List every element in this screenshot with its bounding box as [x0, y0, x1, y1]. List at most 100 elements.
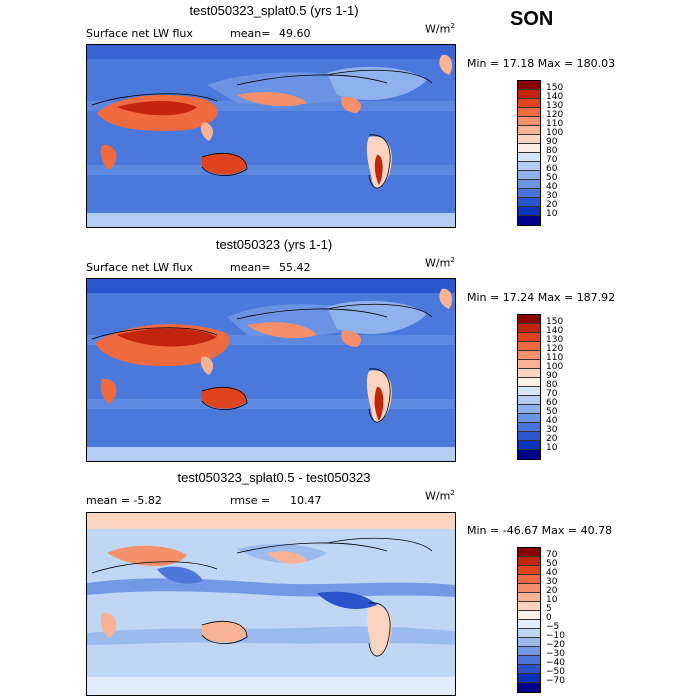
colorbar-tick-label: 70 — [546, 155, 558, 165]
colorbar-tick-label: 50 — [546, 559, 558, 569]
colorbar-swatch — [518, 207, 540, 216]
colorbar-swatch — [518, 405, 540, 414]
colorbar-tick-label: 120 — [546, 344, 564, 354]
colorbar-tick-label: 90 — [546, 371, 558, 381]
colorbar-tick-label: 50 — [546, 407, 558, 417]
colorbar-swatch — [518, 602, 540, 611]
colorbar-swatch — [518, 360, 540, 369]
colorbar-swatch — [518, 117, 540, 126]
colorbar-swatch — [518, 611, 540, 620]
colorbar-tick-label: 40 — [546, 568, 558, 578]
colorbar-tick-label: 100 — [546, 362, 564, 372]
colorbar-tick-label: 100 — [546, 128, 564, 138]
colorbar-tick-label: 10 — [546, 443, 558, 453]
colorbar-swatch — [518, 396, 540, 405]
colorbar-tick-label: 20 — [546, 200, 558, 210]
colorbar-swatch — [518, 144, 540, 153]
panel-3-title: test050323_splat0.5 - test050323 — [177, 470, 371, 485]
colorbar-swatch — [518, 153, 540, 162]
colorbar-tick-label: 110 — [546, 353, 564, 363]
colorbar-swatch — [518, 575, 540, 584]
panel-1-units: W/m2 — [425, 22, 455, 36]
panel-2-title: test050323 (yrs 1-1) — [215, 237, 333, 252]
colorbar-tick-label: −10 — [546, 631, 565, 641]
panel-1-map-field — [87, 45, 455, 227]
panel-2-units: W/m2 — [425, 256, 455, 270]
panel-2-map — [86, 278, 456, 462]
panel-3-mean-label: mean = -5.82 — [86, 494, 162, 507]
colorbar-tick-label: 110 — [546, 119, 564, 129]
panel-2-stat-label: mean= — [230, 261, 271, 274]
colorbar-tick-label: 30 — [546, 577, 558, 587]
colorbar-tick-label: 30 — [546, 425, 558, 435]
colorbar-swatch — [518, 198, 540, 207]
colorbar-tick-label: 40 — [546, 416, 558, 426]
colorbar-swatch — [518, 441, 540, 450]
colorbar-swatch — [518, 387, 540, 396]
colorbar-swatch — [518, 557, 540, 566]
colorbar-swatch — [518, 548, 540, 557]
colorbar-tick-label: 80 — [546, 146, 558, 156]
colorbar-swatch — [518, 369, 540, 378]
panel-1-map — [86, 44, 456, 228]
colorbar-swatch — [518, 99, 540, 108]
panel-1-variable-label: Surface net LW flux — [86, 27, 193, 40]
colorbar-swatch — [518, 81, 540, 90]
colorbar-tick-label: −70 — [546, 676, 565, 686]
colorbar-tick-label: 50 — [546, 173, 558, 183]
colorbar-tick-label: 0 — [546, 613, 552, 623]
panel-3-units: W/m2 — [425, 489, 455, 503]
colorbar-swatch — [518, 315, 540, 324]
colorbar-swatch — [518, 629, 540, 638]
colorbar-tick-label: 90 — [546, 137, 558, 147]
colorbar-tick-label: 30 — [546, 191, 558, 201]
colorbar-tick-label: 150 — [546, 317, 564, 327]
colorbar-swatch — [518, 432, 540, 441]
colorbar-tick-label: 60 — [546, 398, 558, 408]
colorbar-tick-label: 140 — [546, 326, 564, 336]
colorbar-tick-label: −40 — [546, 658, 565, 668]
colorbar-tick-label: −50 — [546, 667, 565, 677]
colorbar-swatch — [518, 593, 540, 602]
colorbar-swatch — [518, 162, 540, 171]
panel-3-minmax: Min = -46.67 Max = 40.78 — [467, 524, 613, 537]
panel-2-variable-label: Surface net LW flux — [86, 261, 193, 274]
colorbar-tick-label: 120 — [546, 110, 564, 120]
colorbar-tick-label: 20 — [546, 434, 558, 444]
panel-1-stat-label: mean= — [230, 27, 271, 40]
colorbar-tick-label: 70 — [546, 550, 558, 560]
colorbar-swatch — [518, 216, 540, 225]
colorbar-swatch — [518, 324, 540, 333]
colorbar-tick-label: 10 — [546, 595, 558, 605]
panel-3-colorbar — [517, 547, 541, 693]
colorbar-tick-label: 10 — [546, 209, 558, 219]
colorbar-tick-label: 20 — [546, 586, 558, 596]
colorbar-swatch — [518, 620, 540, 629]
colorbar-swatch — [518, 647, 540, 656]
colorbar-swatch — [518, 665, 540, 674]
panel-3-map — [86, 512, 456, 696]
colorbar-swatch — [518, 566, 540, 575]
colorbar-swatch — [518, 683, 540, 692]
colorbar-tick-label: 80 — [546, 380, 558, 390]
colorbar-tick-label: 130 — [546, 335, 564, 345]
colorbar-tick-label: −20 — [546, 640, 565, 650]
colorbar-swatch — [518, 171, 540, 180]
colorbar-tick-label: 40 — [546, 182, 558, 192]
colorbar-swatch — [518, 126, 540, 135]
panel-1-minmax: Min = 17.18 Max = 180.03 — [467, 57, 616, 70]
panel-2-colorbar — [517, 314, 541, 460]
colorbar-tick-label: 130 — [546, 101, 564, 111]
panel-2-map-field — [87, 279, 455, 461]
colorbar-tick-label: 60 — [546, 164, 558, 174]
colorbar-swatch — [518, 638, 540, 647]
colorbar-swatch — [518, 674, 540, 683]
panel-1-stat-value: 49.60 — [279, 27, 311, 40]
colorbar-swatch — [518, 333, 540, 342]
colorbar-swatch — [518, 378, 540, 387]
colorbar-tick-label: −30 — [546, 649, 565, 659]
colorbar-tick-label: 150 — [546, 83, 564, 93]
panel-1-colorbar — [517, 80, 541, 226]
panel-1-title: test050323_splat0.5 (yrs 1-1) — [189, 3, 359, 18]
colorbar-swatch — [518, 342, 540, 351]
